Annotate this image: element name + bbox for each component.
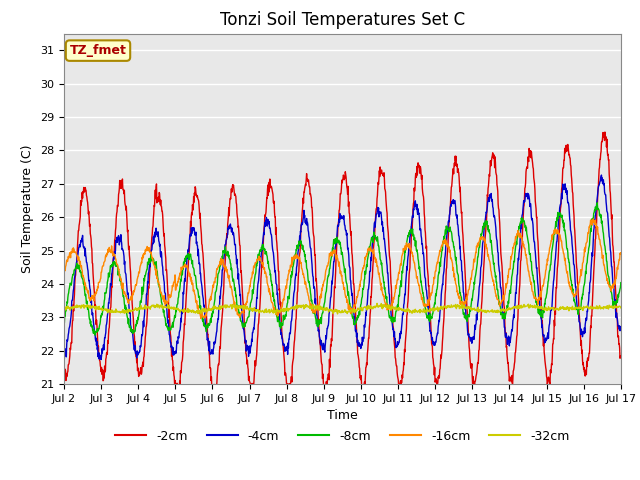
- -2cm: [601, 129, 609, 135]
- -4cm: [184, 247, 192, 252]
- -32cm: [502, 308, 510, 314]
- -16cm: [246, 279, 254, 285]
- X-axis label: Time: Time: [327, 409, 358, 422]
- Line: -16cm: -16cm: [64, 219, 621, 318]
- Line: -8cm: -8cm: [64, 203, 621, 335]
- -4cm: [598, 172, 605, 178]
- -32cm: [617, 305, 625, 311]
- Line: -2cm: -2cm: [64, 132, 621, 398]
- Y-axis label: Soil Temperature (C): Soil Temperature (C): [22, 144, 35, 273]
- -32cm: [170, 306, 178, 312]
- -8cm: [551, 226, 559, 232]
- -8cm: [171, 312, 179, 318]
- Line: -4cm: -4cm: [64, 175, 621, 360]
- -8cm: [60, 319, 68, 324]
- -4cm: [617, 324, 625, 330]
- Line: -32cm: -32cm: [64, 303, 621, 314]
- -8cm: [246, 300, 254, 306]
- -2cm: [429, 356, 437, 362]
- -4cm: [60, 353, 68, 359]
- -16cm: [170, 279, 178, 285]
- -16cm: [589, 216, 597, 222]
- -8cm: [593, 200, 601, 205]
- Title: Tonzi Soil Temperatures Set C: Tonzi Soil Temperatures Set C: [220, 11, 465, 29]
- -32cm: [552, 307, 559, 312]
- -4cm: [171, 349, 179, 355]
- -8cm: [91, 332, 99, 338]
- -16cm: [429, 282, 437, 288]
- -4cm: [502, 331, 509, 336]
- -2cm: [60, 364, 68, 370]
- -4cm: [429, 341, 437, 347]
- -16cm: [184, 266, 191, 272]
- -8cm: [617, 280, 625, 286]
- -16cm: [60, 270, 68, 276]
- -2cm: [502, 330, 509, 336]
- -32cm: [184, 306, 191, 312]
- -16cm: [502, 281, 509, 287]
- -2cm: [170, 374, 178, 380]
- -16cm: [617, 250, 625, 255]
- -32cm: [272, 311, 280, 317]
- -32cm: [60, 305, 68, 311]
- -2cm: [551, 305, 559, 311]
- -8cm: [184, 251, 192, 256]
- Legend: -2cm, -4cm, -8cm, -16cm, -32cm: -2cm, -4cm, -8cm, -16cm, -32cm: [110, 425, 575, 448]
- -2cm: [184, 269, 191, 275]
- -32cm: [373, 300, 381, 306]
- -16cm: [551, 226, 559, 232]
- -4cm: [97, 357, 105, 362]
- -2cm: [248, 395, 255, 401]
- -2cm: [246, 380, 254, 386]
- -32cm: [429, 307, 437, 312]
- -32cm: [246, 305, 254, 311]
- -8cm: [429, 309, 437, 314]
- -4cm: [246, 345, 254, 351]
- -4cm: [551, 258, 559, 264]
- Text: TZ_fmet: TZ_fmet: [70, 44, 127, 57]
- -2cm: [617, 353, 625, 359]
- -16cm: [197, 315, 205, 321]
- -8cm: [502, 311, 509, 317]
